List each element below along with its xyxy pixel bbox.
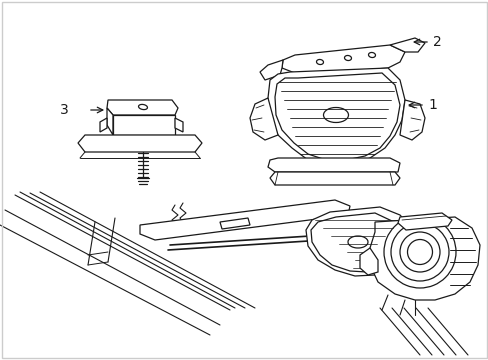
Polygon shape [399, 100, 424, 140]
Polygon shape [249, 98, 278, 140]
Text: 3: 3 [60, 103, 69, 117]
Polygon shape [107, 108, 113, 135]
Polygon shape [220, 218, 249, 229]
Polygon shape [260, 60, 283, 80]
Polygon shape [359, 248, 377, 275]
Polygon shape [78, 135, 202, 152]
Polygon shape [100, 118, 107, 132]
Text: 2: 2 [432, 35, 441, 49]
Polygon shape [369, 217, 479, 300]
Polygon shape [267, 68, 404, 167]
Polygon shape [305, 207, 411, 276]
Polygon shape [269, 172, 399, 185]
Polygon shape [310, 213, 401, 272]
Text: 1: 1 [427, 98, 436, 112]
Polygon shape [107, 100, 178, 115]
Polygon shape [267, 158, 399, 172]
Polygon shape [274, 73, 399, 160]
Polygon shape [389, 38, 424, 52]
Polygon shape [140, 200, 349, 240]
Polygon shape [397, 213, 451, 230]
Polygon shape [282, 45, 404, 75]
Polygon shape [113, 115, 175, 135]
Polygon shape [175, 118, 183, 132]
